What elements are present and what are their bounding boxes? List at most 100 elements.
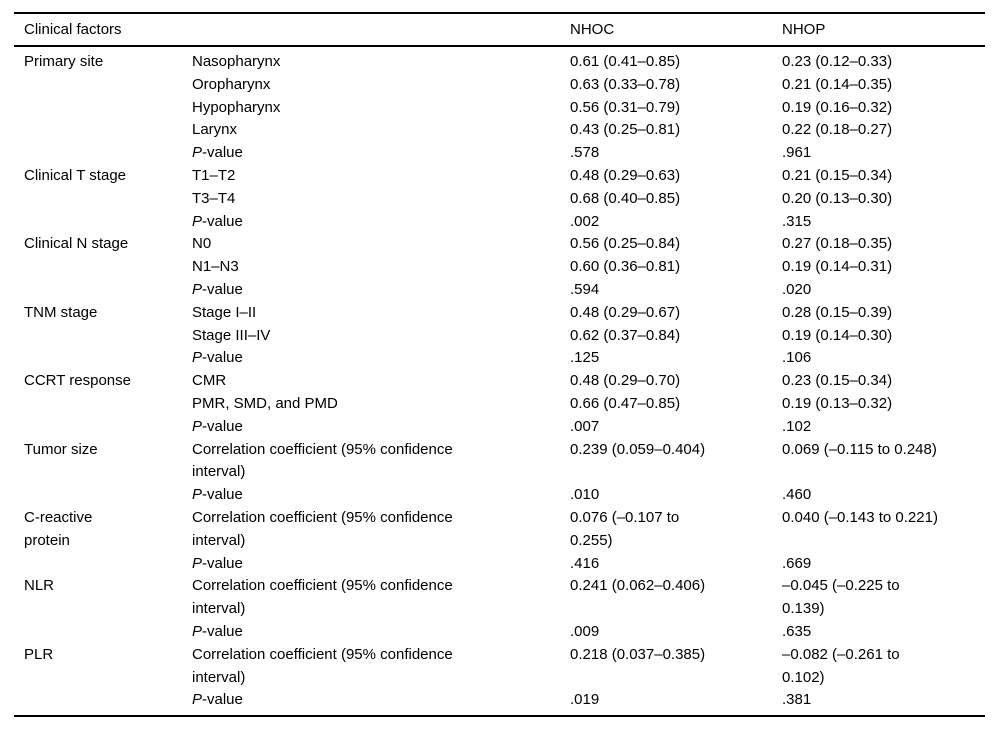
nhop-value-cell: .106: [782, 349, 812, 367]
nhoc-value-cell: .019: [570, 691, 600, 709]
table-row: Hypopharynx 0.56 (0.31–0.79) 0.19 (0.16–0.…: [14, 97, 985, 120]
subcategory-cell: P-value: [192, 486, 243, 504]
subcategory-cell: Correlation coefficient (95% confidence …: [192, 577, 453, 618]
nhoc-value-cell: 0.076 (–0.107 to 0.255): [570, 508, 680, 549]
subcategory-cell: P-value: [192, 622, 243, 640]
header-subcategory-empty: [192, 13, 570, 47]
nhoc-value-cell: 0.239 (0.059–0.404): [570, 440, 706, 458]
table-row: Larynx 0.43 (0.25–0.81) 0.22 (0.18–0.27): [14, 119, 985, 142]
nhoc-value-cell: 0.241 (0.062–0.406): [570, 577, 706, 595]
table-row: T3–T4 0.68 (0.40–0.85) 0.20 (0.13–0.30): [14, 188, 985, 211]
subcategory-cell: Nasopharynx: [192, 53, 281, 70]
table-row: P-value .416 .669: [14, 553, 985, 576]
factor-cell: Primary site: [24, 53, 104, 70]
header-nhop: NHOP: [782, 13, 985, 47]
factor-cell: NLR: [24, 577, 55, 595]
table-row: Primary site Nasopharynx 0.61 (0.41–0.85) 0…: [14, 46, 985, 74]
nhoc-value-cell: 0.63 (0.33–0.78): [570, 75, 681, 93]
factor-cell: Tumor size: [24, 440, 98, 458]
subcategory-cell: Correlation coefficient (95% confidence …: [192, 440, 453, 481]
nhoc-value-cell: 0.48 (0.29–0.70): [570, 372, 681, 390]
nhop-value-cell: 0.27 (0.18–0.35): [782, 235, 893, 253]
table-row: Stage III–IV 0.62 (0.37–0.84) 0.19 (0.14–0…: [14, 325, 985, 348]
table-row: TNM stage Stage I–II 0.48 (0.29–0.67) 0.28 …: [14, 302, 985, 325]
nhop-value-cell: –0.045 (–0.225 to 0.139): [782, 577, 900, 618]
table-row: P-value .010 .460: [14, 484, 985, 507]
header-nhoc: NHOC: [570, 13, 782, 47]
subcategory-cell: Stage III–IV: [192, 326, 271, 344]
nhoc-value-cell: .416: [570, 554, 600, 572]
subcategory-cell: P-value: [192, 691, 243, 709]
header-row: Clinical factors NHOC NHOP: [14, 13, 985, 47]
nhoc-value-cell: 0.48 (0.29–0.67): [570, 303, 681, 321]
subcategory-cell: Larynx: [192, 121, 238, 139]
table-row: Clinical N stage N0 0.56 (0.25–0.84) 0.27 (…: [14, 233, 985, 256]
subcategory-cell: N0: [192, 235, 212, 253]
factor-cell: PLR: [24, 645, 54, 663]
nhoc-value-cell: 0.68 (0.40–0.85): [570, 189, 681, 207]
nhop-value-cell: 0.21 (0.14–0.35): [782, 75, 893, 93]
factor-cell: CCRT response: [24, 372, 131, 390]
table-row: P-value .578 .961: [14, 142, 985, 165]
nhop-value-cell: 0.19 (0.13–0.32): [782, 394, 893, 412]
factor-cell: Clinical T stage: [24, 166, 126, 184]
subcategory-cell: Correlation coefficient (95% confidence …: [192, 645, 453, 686]
nhoc-value-cell: 0.60 (0.36–0.81): [570, 258, 681, 276]
nhop-value-cell: .102: [782, 417, 812, 435]
table-header: Clinical factors NHOC NHOP: [14, 13, 985, 47]
nhoc-value-cell: .578: [570, 144, 600, 162]
nhop-value-cell: 0.19 (0.16–0.32): [782, 98, 893, 116]
subcategory-cell: T1–T2: [192, 166, 236, 184]
subcategory-cell: P-value: [192, 349, 243, 367]
nhop-value-cell: .460: [782, 486, 812, 504]
subcategory-cell: CMR: [192, 372, 227, 390]
subcategory-cell: N1–N3: [192, 258, 239, 276]
nhoc-value-cell: .009: [570, 622, 600, 640]
nhop-value-cell: 0.20 (0.13–0.30): [782, 189, 893, 207]
subcategory-cell: Oropharynx: [192, 75, 271, 93]
table-row: P-value .125 .106: [14, 347, 985, 370]
table-row: N1–N3 0.60 (0.36–0.81) 0.19 (0.14–0.31): [14, 256, 985, 279]
nhop-value-cell: .381: [782, 691, 812, 709]
nhop-value-cell: 0.069 (–0.115 to 0.248): [782, 440, 937, 458]
nhoc-value-cell: 0.56 (0.25–0.84): [570, 235, 681, 253]
nhop-value-cell: –0.082 (–0.261 to 0.102): [782, 645, 900, 686]
table-row: P-value .009 .635: [14, 621, 985, 644]
nhop-value-cell: 0.22 (0.18–0.27): [782, 121, 893, 139]
subcategory-cell: P-value: [192, 417, 243, 435]
nhop-value-cell: .961: [782, 144, 812, 162]
nhoc-value-cell: .594: [570, 280, 600, 298]
nhop-value-cell: 0.23 (0.15–0.34): [782, 372, 893, 390]
nhoc-value-cell: 0.43 (0.25–0.81): [570, 121, 681, 139]
subcategory-cell: P-value: [192, 554, 243, 572]
table-row: P-value .019 .381: [14, 689, 985, 716]
subcategory-cell: PMR, SMD, and PMD: [192, 394, 338, 412]
subcategory-cell: Hypopharynx: [192, 98, 281, 116]
nhop-value-cell: 0.040 (–0.143 to 0.221): [782, 508, 938, 526]
nhoc-value-cell: 0.62 (0.37–0.84): [570, 326, 681, 344]
nhop-value-cell: 0.28 (0.15–0.39): [782, 303, 893, 321]
nhoc-value-cell: .010: [570, 486, 600, 504]
nhop-value-cell: .020: [782, 280, 812, 298]
table-row: NLR Correlation coefficient (95% confiden…: [14, 575, 985, 621]
subcategory-cell: Stage I–II: [192, 303, 257, 321]
nhop-value-cell: .635: [782, 622, 812, 640]
table-body: Primary site Nasopharynx 0.61 (0.41–0.85) 0…: [14, 46, 985, 716]
nhoc-value-cell: .002: [570, 212, 600, 230]
table-row: Clinical T stage T1–T2 0.48 (0.29–0.63) 0.2…: [14, 165, 985, 188]
nhoc-value-cell: .125: [570, 349, 600, 367]
subcategory-cell: T3–T4: [192, 189, 236, 207]
factor-cell: C-reactive protein: [24, 508, 93, 549]
subcategory-cell: P-value: [192, 212, 243, 230]
nhoc-value-cell: 0.61 (0.41–0.85): [570, 53, 681, 70]
clinical-factors-table: Clinical factors NHOC NHOP Primary site N…: [14, 12, 985, 718]
nhop-value-cell: .315: [782, 212, 812, 230]
table-row: P-value .594 .020: [14, 279, 985, 302]
factor-cell: Clinical N stage: [24, 235, 129, 253]
table-row: Oropharynx 0.63 (0.33–0.78) 0.21 (0.14–0.3…: [14, 74, 985, 97]
table-row: C-reactive protein Correlation coefficien…: [14, 507, 985, 553]
nhoc-value-cell: .007: [570, 417, 600, 435]
subcategory-cell: Correlation coefficient (95% confidence …: [192, 508, 453, 549]
subcategory-cell: P-value: [192, 280, 243, 298]
